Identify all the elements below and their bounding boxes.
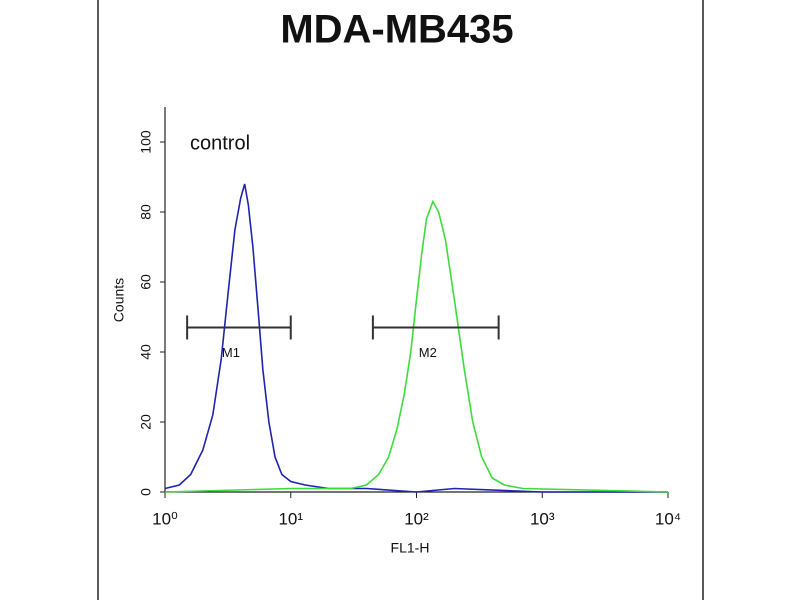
gate-label: M2 — [419, 345, 437, 360]
y-tick-label: 60 — [138, 274, 154, 290]
y-tick-label: 100 — [138, 130, 154, 154]
x-axis-label: FL1-H — [391, 540, 430, 556]
x-tick-label: 10¹ — [278, 509, 303, 528]
y-axis-label: Counts — [111, 278, 127, 322]
y-tick-label: 20 — [138, 414, 154, 430]
x-tick-label: 10² — [404, 509, 429, 528]
x-tick-label: 10³ — [530, 509, 555, 528]
chart-title: MDA-MB435 — [280, 8, 513, 52]
histogram-line — [164, 199, 669, 493]
gate-label: M1 — [222, 345, 240, 360]
annotation: control — [190, 132, 250, 154]
x-tick-label: 10⁴ — [655, 509, 681, 528]
x-tick-label: 10⁰ — [152, 509, 178, 528]
histogram-line — [164, 183, 668, 493]
y-tick-label: 40 — [138, 344, 154, 360]
y-tick-label: 80 — [138, 204, 154, 220]
y-tick-label: 0 — [138, 488, 154, 496]
